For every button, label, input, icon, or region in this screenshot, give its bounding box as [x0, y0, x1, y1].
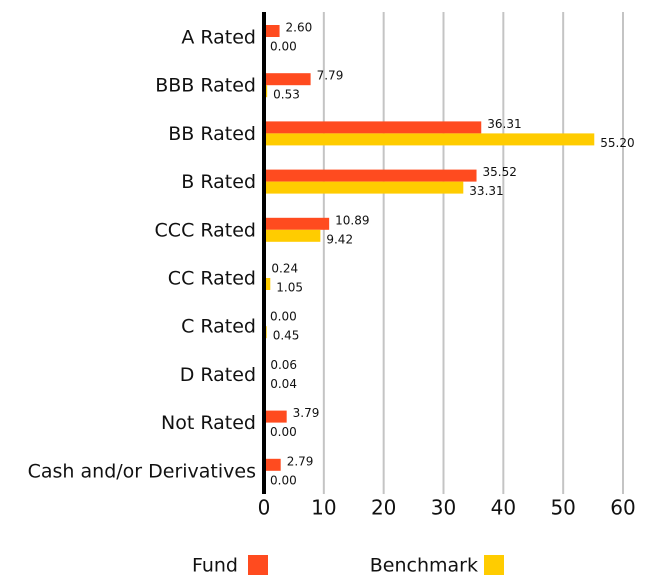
value-label: 55.20 [600, 136, 634, 150]
value-label: 1.05 [276, 281, 303, 295]
value-label: 2.79 [287, 454, 314, 468]
value-label: 2.60 [286, 21, 313, 35]
value-label: 3.79 [293, 406, 320, 420]
bar [264, 458, 281, 471]
value-label: 0.53 [273, 88, 300, 102]
value-label: 0.00 [270, 40, 297, 54]
x-tick-label: 10 [311, 496, 336, 520]
value-label: 36.31 [487, 117, 521, 131]
x-tick-label: 0 [258, 496, 271, 520]
bar [264, 25, 280, 37]
value-label: 0.45 [273, 329, 300, 343]
value-label: 0.00 [270, 425, 297, 439]
x-tick-label: 60 [610, 496, 635, 520]
bar [264, 133, 595, 146]
category-label: A Rated [181, 27, 256, 49]
x-tick-label: 50 [550, 496, 575, 520]
category-label: CCC Rated [155, 219, 256, 241]
value-label: 0.24 [271, 262, 298, 276]
bar [264, 181, 464, 194]
x-tick-label: 20 [371, 496, 396, 520]
bar [264, 229, 321, 242]
bar [264, 73, 311, 86]
bar [264, 121, 482, 134]
bar [264, 278, 271, 290]
bar [264, 217, 330, 230]
x-tick-label: 30 [431, 496, 456, 520]
value-label: 0.00 [270, 473, 297, 487]
value-label: 9.42 [326, 232, 353, 246]
category-label: CC Rated [168, 268, 256, 290]
bar [264, 410, 287, 423]
category-label: BB Rated [168, 123, 256, 145]
category-label: Not Rated [161, 412, 256, 434]
legend-label: Benchmark [370, 555, 478, 577]
value-label: 35.52 [483, 165, 517, 179]
legend-swatch [248, 555, 268, 575]
value-label: 33.31 [469, 184, 503, 198]
category-label: C Rated [181, 316, 256, 338]
value-label: 0.06 [270, 358, 297, 372]
category-label: BBB Rated [155, 75, 256, 97]
legend-swatch [484, 555, 504, 575]
bar [264, 169, 477, 182]
category-label: B Rated [181, 171, 256, 193]
category-label: Cash and/or Derivatives [28, 460, 256, 482]
value-label: 0.04 [270, 377, 297, 391]
value-label: 10.89 [335, 213, 369, 227]
legend-label: Fund [192, 555, 238, 577]
category-label: D Rated [180, 364, 256, 386]
value-label: 7.79 [317, 69, 344, 83]
x-tick-label: 40 [491, 496, 516, 520]
value-label: 0.00 [270, 310, 297, 324]
